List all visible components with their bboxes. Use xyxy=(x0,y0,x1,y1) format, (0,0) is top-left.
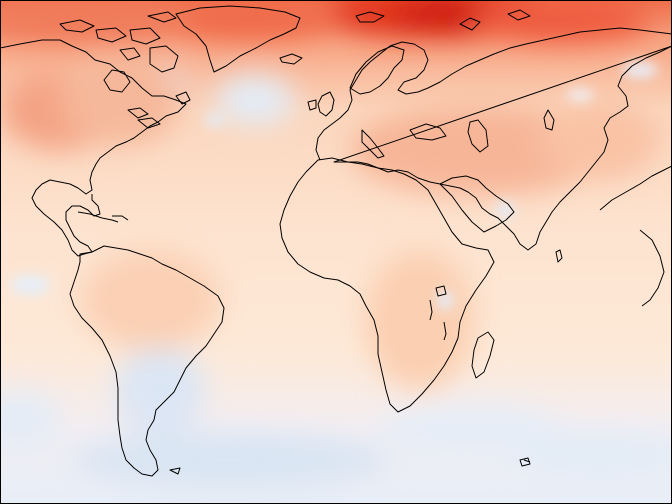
coastline-arctic-islands-4 xyxy=(129,27,161,45)
coastline-lake-malawi xyxy=(443,321,447,341)
coastline-south-america xyxy=(69,245,225,477)
coastline-great-britain xyxy=(317,91,335,117)
coastline-italy xyxy=(361,129,385,159)
coastline-iceland xyxy=(279,53,303,65)
coastline-lake-victoria xyxy=(435,285,447,297)
coastline-great-lakes xyxy=(127,107,161,129)
coastline-africa xyxy=(279,157,495,413)
coastline-scandinavia xyxy=(349,45,405,95)
coastline-greenland xyxy=(175,5,301,73)
coastline-newfoundland xyxy=(175,91,191,105)
coastline-arctic-islands-2 xyxy=(59,19,95,33)
coastline-svalbard xyxy=(355,11,385,23)
coastline-ireland xyxy=(307,99,317,111)
coastline-cuba xyxy=(77,211,119,223)
coastline-baffin xyxy=(149,45,179,73)
coastline-arctic-islands-3 xyxy=(95,27,127,43)
coastline-arctic-islands-1 xyxy=(147,11,177,23)
coastline-japan-kamchatka xyxy=(543,109,555,131)
coastline-arctic-islands-5 xyxy=(119,47,141,61)
coastline-madagascar xyxy=(471,331,495,379)
coastline-east-asia xyxy=(599,165,672,211)
coastline-southeast-asia xyxy=(639,229,665,307)
coastline-eurasia xyxy=(315,27,672,251)
coastline-sri-lanka xyxy=(555,249,563,263)
coastlines xyxy=(0,5,672,477)
coastline-lake-tanganyika xyxy=(429,299,433,321)
coastline-hispaniola xyxy=(112,215,129,221)
coastline-black-sea xyxy=(409,123,447,141)
coastline-novaya-zemlya xyxy=(459,17,481,31)
coastline-severnaya xyxy=(507,9,531,21)
coastline-hudson-bay xyxy=(103,69,131,93)
coastline-south-georgia xyxy=(523,459,531,463)
coastline-north-america xyxy=(0,39,187,257)
anomaly-small-blobs xyxy=(10,62,658,310)
coastline-antarctic-islands xyxy=(169,457,531,475)
coastline-caspian xyxy=(467,119,489,153)
coastline-arabia xyxy=(439,175,515,233)
